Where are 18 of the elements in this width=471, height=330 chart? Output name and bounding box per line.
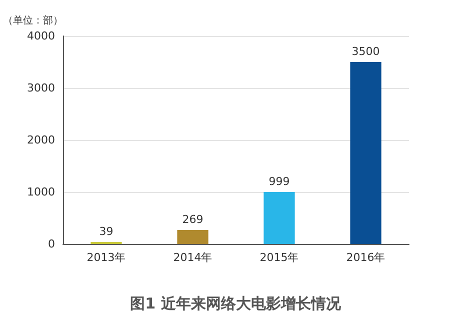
x-tick-label: 2015年: [260, 251, 299, 264]
data-label: 39: [99, 224, 114, 238]
y-tick-label: 0: [48, 238, 55, 250]
x-tick-label: 2016年: [346, 251, 386, 264]
text: 图1 近年来网络大电影增长情况: [130, 294, 342, 312]
data-label: 999: [268, 175, 290, 188]
bar: [350, 62, 382, 244]
data-label: 269: [182, 213, 204, 226]
data-label: 3500: [352, 45, 380, 58]
y-tick-label: 3000: [27, 82, 55, 94]
bar: [264, 192, 295, 244]
x-tick-label: 2013年: [86, 251, 126, 264]
x-tick-label: 2014年: [173, 251, 212, 264]
y-tick-label: 1000: [27, 186, 55, 198]
y-tick-label: 4000: [27, 30, 55, 42]
y-axis-title: （单位：部）: [3, 14, 63, 26]
bar: [177, 230, 208, 244]
y-tick-label: 2000: [27, 134, 55, 146]
